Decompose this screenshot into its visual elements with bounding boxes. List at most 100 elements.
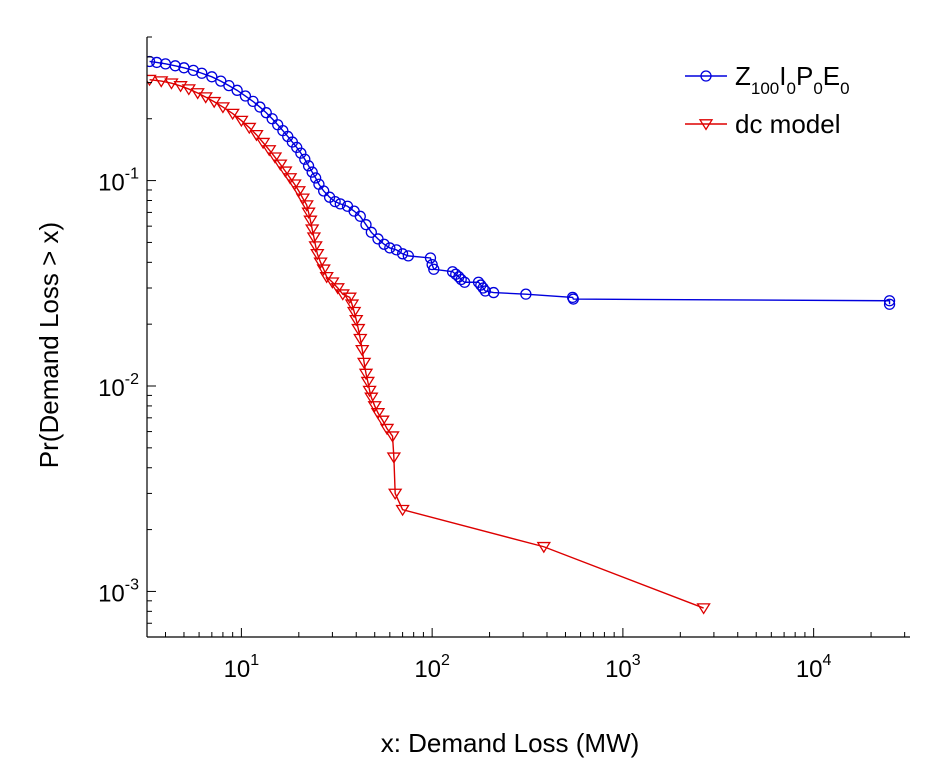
data-point bbox=[169, 60, 181, 72]
data-point bbox=[247, 95, 259, 108]
data-point bbox=[360, 219, 372, 231]
data-point bbox=[402, 250, 414, 262]
data-point bbox=[567, 293, 580, 305]
legend-entry: dc model bbox=[685, 109, 841, 139]
data-point bbox=[356, 357, 372, 370]
legend-marker bbox=[700, 70, 712, 82]
tick-labels: 101 102 103 104 10-1 10-2 10-3 bbox=[98, 166, 831, 683]
data-point bbox=[309, 172, 322, 184]
data-point bbox=[696, 603, 711, 615]
data-point bbox=[164, 78, 179, 90]
data-point bbox=[346, 306, 362, 319]
data-point bbox=[267, 152, 283, 164]
data-point bbox=[330, 283, 345, 295]
plot-area bbox=[147, 55, 896, 615]
legend-marker bbox=[698, 119, 714, 131]
x-tick-label: 101 bbox=[224, 652, 260, 683]
data-point bbox=[335, 289, 350, 301]
data-point bbox=[282, 173, 298, 185]
data-point bbox=[364, 392, 379, 405]
series-line bbox=[149, 60, 891, 305]
data-point bbox=[384, 242, 396, 254]
legend-entry: Z100I0P0E0 bbox=[685, 61, 850, 98]
data-point bbox=[308, 241, 323, 253]
data-point bbox=[395, 504, 410, 517]
data-point bbox=[310, 248, 325, 261]
legend-label: Z100I0P0E0 bbox=[735, 61, 850, 98]
data-point bbox=[883, 298, 896, 310]
data-point bbox=[358, 368, 374, 381]
data-point bbox=[302, 160, 315, 172]
series-line bbox=[149, 78, 704, 609]
series-dc-model bbox=[147, 74, 711, 615]
data-point bbox=[426, 258, 438, 271]
data-point bbox=[428, 263, 440, 275]
data-point bbox=[385, 431, 400, 443]
data-point bbox=[316, 264, 331, 276]
data-point bbox=[249, 129, 264, 142]
y-tick-label: 10-1 bbox=[98, 166, 139, 197]
data-point bbox=[477, 282, 489, 294]
data-point bbox=[313, 257, 328, 269]
data-point bbox=[362, 385, 377, 398]
data-point bbox=[390, 244, 403, 256]
data-point bbox=[396, 248, 409, 260]
data-point bbox=[295, 193, 311, 205]
data-point bbox=[353, 333, 368, 346]
y-axis-label: Pr(Demand Loss > x) bbox=[34, 222, 64, 468]
data-point bbox=[299, 200, 314, 212]
data-point bbox=[287, 179, 302, 191]
y-tick-label: 10-3 bbox=[98, 576, 139, 607]
data-point bbox=[254, 101, 266, 113]
data-point bbox=[291, 186, 306, 198]
x-tick-label: 103 bbox=[605, 652, 641, 683]
data-point bbox=[386, 452, 402, 464]
data-point bbox=[318, 185, 330, 197]
data-point bbox=[360, 376, 375, 389]
data-point bbox=[303, 215, 318, 228]
data-point bbox=[295, 147, 307, 159]
data-point bbox=[239, 90, 252, 102]
data-point bbox=[255, 137, 271, 150]
data-point bbox=[234, 115, 249, 128]
data-point bbox=[883, 295, 896, 307]
data-point bbox=[479, 285, 491, 297]
data-point bbox=[305, 224, 320, 236]
data-point bbox=[334, 198, 346, 210]
data-point bbox=[351, 323, 366, 336]
data-point bbox=[291, 141, 303, 154]
data-point bbox=[387, 488, 403, 501]
data-point bbox=[273, 159, 288, 171]
data-point bbox=[344, 299, 360, 311]
data-point bbox=[365, 226, 377, 238]
data-point bbox=[355, 344, 370, 357]
data-point bbox=[455, 273, 467, 286]
x-tick-label: 104 bbox=[796, 652, 832, 683]
data-point bbox=[154, 76, 169, 88]
data-point bbox=[342, 292, 357, 305]
tick-marks bbox=[147, 36, 906, 638]
data-point bbox=[306, 166, 318, 178]
data-point bbox=[196, 67, 208, 79]
data-point bbox=[278, 166, 293, 178]
axes bbox=[146, 37, 910, 638]
data-point bbox=[299, 153, 311, 165]
data-point bbox=[306, 232, 322, 244]
data-point bbox=[262, 145, 277, 157]
data-point bbox=[223, 79, 235, 92]
data-point bbox=[536, 541, 551, 554]
data-point bbox=[225, 108, 240, 121]
data-point bbox=[301, 207, 316, 220]
data-point bbox=[375, 415, 390, 428]
data-point bbox=[325, 277, 340, 289]
data-point bbox=[151, 56, 163, 69]
data-point bbox=[367, 401, 382, 413]
data-point bbox=[329, 195, 341, 208]
data-point bbox=[520, 288, 532, 300]
legend-label: dc model bbox=[735, 109, 841, 139]
data-point bbox=[349, 314, 364, 327]
data-point bbox=[424, 252, 437, 264]
data-point bbox=[260, 107, 272, 119]
